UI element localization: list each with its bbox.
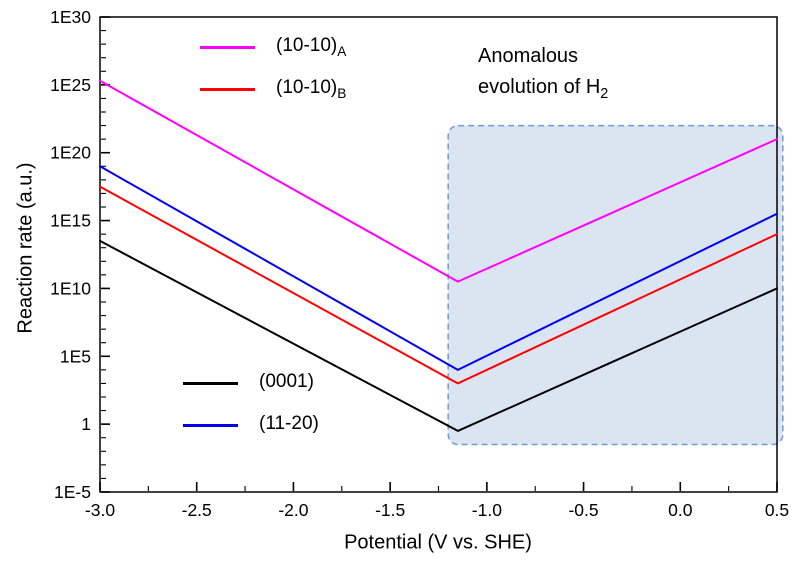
y-axis-label: Reaction rate (a.u.) [14,162,37,334]
series-line-(10-10)B [99,185,778,385]
y-tick-label: 1E-5 [54,482,91,502]
annotation-line-2: evolution of H2 [478,76,609,102]
series-line-(10-10)A [99,79,778,283]
legend-entry-0001: (0001) [183,362,319,404]
legend-bottom: (0001) (11-20) [183,362,319,446]
legend-label-10-10-A: (10-10)A [276,35,347,59]
annotation-line-1: Anomalous [478,45,579,67]
x-tick-label: -2.5 [182,500,212,520]
x-tick-label: 0.5 [765,500,789,520]
legend-line-swatch-magenta [200,45,255,49]
legend-line-swatch-black [183,381,238,385]
y-tick-label: 1E10 [50,278,91,298]
anomalous-annotation: Anomalous evolution of H2 [478,41,608,110]
legend-entry-11-20: (11-20) [183,404,319,446]
y-tick-label: 1E25 [50,75,91,95]
y-tick-label: 1E30 [50,7,91,27]
legend-label-10-10-B: (10-10)B [276,77,347,101]
anomalous-region [447,124,784,446]
y-tick-label: 1E5 [60,346,91,366]
x-tick-label: -0.5 [568,500,598,520]
legend-label-0001: (0001) [259,371,314,393]
y-tick-label: 1E20 [50,143,91,163]
y-tick-label: 1E15 [50,211,91,231]
legend-entry-10-10-B: (10-10)B [200,68,346,110]
series-line-(0001) [99,239,778,432]
plot-frame [99,16,778,493]
y-tick-label: 1 [81,414,91,434]
x-tick-label: 0.0 [668,500,693,520]
x-tick-label: -3.0 [85,500,115,520]
series-line-(11-20) [99,165,778,371]
legend-top: (10-10)A (10-10)B [200,26,346,110]
x-tick-label: -2.0 [278,500,308,520]
legend-line-swatch-red [200,87,255,91]
legend-label-11-20: (11-20) [259,413,319,435]
legend-entry-10-10-A: (10-10)A [200,26,346,68]
x-tick-label: -1.0 [472,500,502,520]
x-tick-label: -1.5 [375,500,405,520]
x-axis-label: Potential (V vs. SHE) [344,531,532,554]
legend-line-swatch-blue [183,423,238,427]
